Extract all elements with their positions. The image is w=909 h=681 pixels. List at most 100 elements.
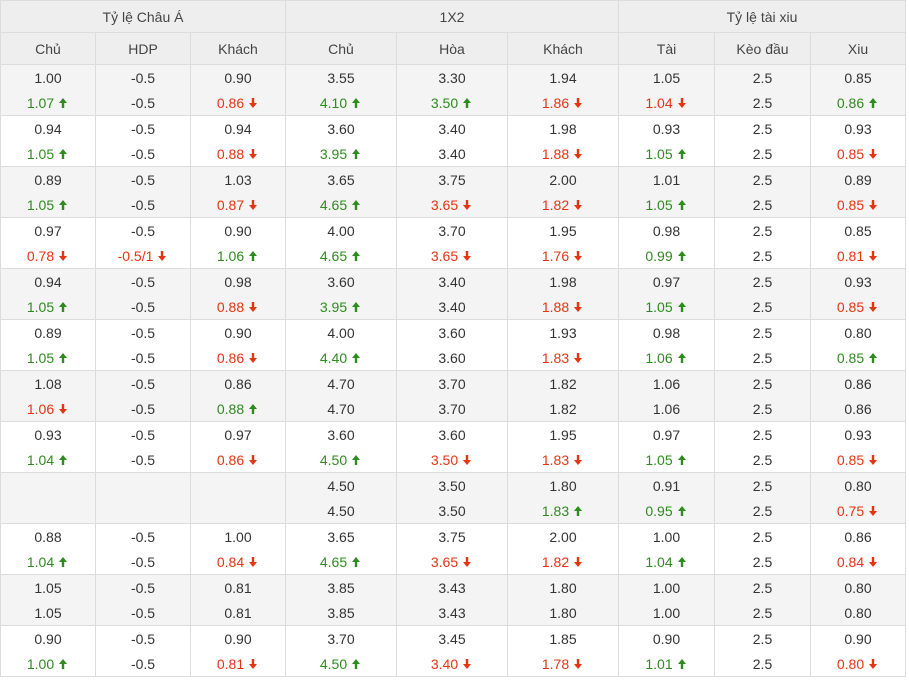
opening-odds: 3.30 [397, 68, 507, 88]
arrow-down-icon [867, 658, 879, 670]
odds-cell-content: 1.08 1.06 [1, 374, 95, 419]
arrow-down-icon [572, 301, 584, 313]
odds-cell-home-ah [0, 472, 96, 524]
opening-odds: 2.5 [715, 527, 810, 547]
opening-odds: 1.00 [619, 578, 714, 598]
odds-cell-draw: 3.40 3.40 [396, 268, 508, 320]
odds-cell-over: 1.00 1.00 [618, 574, 715, 626]
opening-odds: 2.5 [715, 476, 810, 496]
odds-cell-content: 3.60 4.50 [286, 425, 396, 470]
live-odds-value: 1.04 [26, 451, 55, 468]
odds-cell-content: -0.5 -0.5 [96, 374, 190, 419]
odds-cell-away-ah: 0.90 1.06 [190, 217, 286, 269]
opening-odds-value: -0.5 [130, 120, 156, 137]
live-odds-value: 1.04 [645, 94, 673, 111]
live-odds: 2.5 [715, 450, 810, 470]
odds-cell-content: 0.90 0.80 [811, 629, 905, 674]
table-row: 1.08 1.06 -0.5 -0.5 0.86 0.88 4.70 4.70 3.70 3.70… [0, 370, 906, 422]
odds-cell-content: 0.86 0.88 [191, 374, 285, 419]
odds-cell-content: 1.95 1.83 [508, 425, 618, 470]
live-odds: 3.50 [397, 450, 507, 470]
live-odds: 0.85 [811, 144, 905, 164]
odds-cell-hdp: -0.5 -0.5 [95, 115, 191, 167]
live-odds-value: 0.85 [836, 451, 865, 468]
opening-odds-value: 3.60 [327, 426, 355, 443]
live-odds-value: 1.83 [541, 502, 570, 519]
opening-odds-value: 0.85 [844, 222, 872, 239]
opening-odds: 0.90 [191, 629, 285, 649]
opening-odds: 0.90 [1, 629, 95, 649]
live-odds-value: 1.04 [26, 553, 55, 570]
odds-cell-content: 2.5 2.5 [715, 374, 810, 419]
arrow-up-icon [350, 148, 362, 160]
opening-odds-value: 4.70 [327, 375, 355, 392]
odds-cell-draw: 3.30 3.50 [396, 64, 508, 116]
opening-odds-value: 3.45 [438, 630, 466, 647]
opening-odds: 0.98 [191, 272, 285, 292]
opening-odds: 0.90 [191, 221, 285, 241]
opening-odds-value: 0.90 [224, 222, 252, 239]
odds-cell-content [1, 496, 95, 501]
live-odds-value: 2.5 [752, 298, 773, 315]
arrow-up-icon [57, 148, 69, 160]
opening-odds: 1.00 [1, 68, 95, 88]
live-odds: 0.88 [191, 297, 285, 317]
live-odds-value: 0.95 [645, 502, 673, 519]
arrow-up-icon [676, 454, 688, 466]
live-odds: 0.80 [811, 654, 905, 674]
live-odds: 4.50 [286, 654, 396, 674]
odds-cell-content: 0.86 0.84 [811, 527, 905, 572]
opening-odds-value: -0.5 [130, 528, 156, 545]
live-odds-value: 0.84 [216, 553, 245, 570]
live-odds-value: 0.86 [216, 94, 245, 111]
live-odds: 1.04 [619, 552, 714, 572]
group-header-1x2: 1X2 [285, 0, 619, 33]
opening-odds: 3.60 [286, 272, 396, 292]
odds-cell-content: 0.85 0.86 [811, 68, 905, 113]
opening-odds: 2.5 [715, 425, 810, 445]
live-odds-value: 3.65 [430, 247, 459, 264]
live-odds-value: 2.5 [752, 247, 773, 264]
col-header-home-1x2: Chủ [285, 32, 397, 65]
live-odds: 4.50 [286, 450, 396, 470]
odds-cell-content: 0.94 1.05 [1, 272, 95, 317]
odds-cell-under: 0.93 0.85 [810, 421, 906, 473]
odds-cell-under: 0.86 0.84 [810, 523, 906, 575]
opening-odds-value: 4.50 [327, 477, 355, 494]
live-odds-value: 1.00 [26, 655, 55, 672]
group-header-asian-handicap: Tỷ lệ Châu Á [0, 0, 286, 33]
live-odds-value: 3.40 [430, 655, 459, 672]
opening-odds: 2.5 [715, 272, 810, 292]
live-odds-value: 1.05 [26, 196, 55, 213]
opening-odds-value: 3.55 [327, 69, 355, 86]
live-odds-value: 3.50 [430, 94, 459, 111]
odds-cell-away-ah: 0.90 0.81 [190, 625, 286, 677]
odds-cell-home-1x2: 3.85 3.85 [285, 574, 397, 626]
opening-odds: 1.08 [1, 374, 95, 394]
arrow-down-icon [676, 97, 688, 109]
odds-cell-home-ah: 1.08 1.06 [0, 370, 96, 422]
odds-cell-content: 2.5 2.5 [715, 68, 810, 113]
arrow-down-icon [461, 454, 473, 466]
col-header-home-ah: Chủ [0, 32, 96, 65]
odds-cell-content: 3.50 3.50 [397, 476, 507, 521]
live-odds: -0.5 [96, 93, 190, 113]
live-odds: 0.88 [191, 144, 285, 164]
odds-cell-away-1x2: 1.94 1.86 [507, 64, 619, 116]
odds-cell-hdp: -0.5 -0.5 [95, 370, 191, 422]
arrow-down-icon [572, 454, 584, 466]
live-odds-value: 3.40 [438, 298, 466, 315]
live-odds: 1.82 [508, 399, 618, 419]
live-odds: 1.05 [1, 297, 95, 317]
opening-odds-value: 0.85 [844, 69, 872, 86]
live-odds-value: 4.65 [319, 553, 348, 570]
opening-odds-value: 3.85 [327, 579, 355, 596]
live-odds: 3.40 [397, 654, 507, 674]
opening-odds-value: 0.90 [224, 324, 252, 341]
odds-cell-away-1x2: 1.80 1.80 [507, 574, 619, 626]
opening-odds: 1.00 [191, 527, 285, 547]
live-odds: 1.04 [1, 552, 95, 572]
live-odds-value: 2.5 [752, 196, 773, 213]
opening-odds: 0.93 [619, 119, 714, 139]
opening-odds-value: 2.5 [752, 273, 773, 290]
